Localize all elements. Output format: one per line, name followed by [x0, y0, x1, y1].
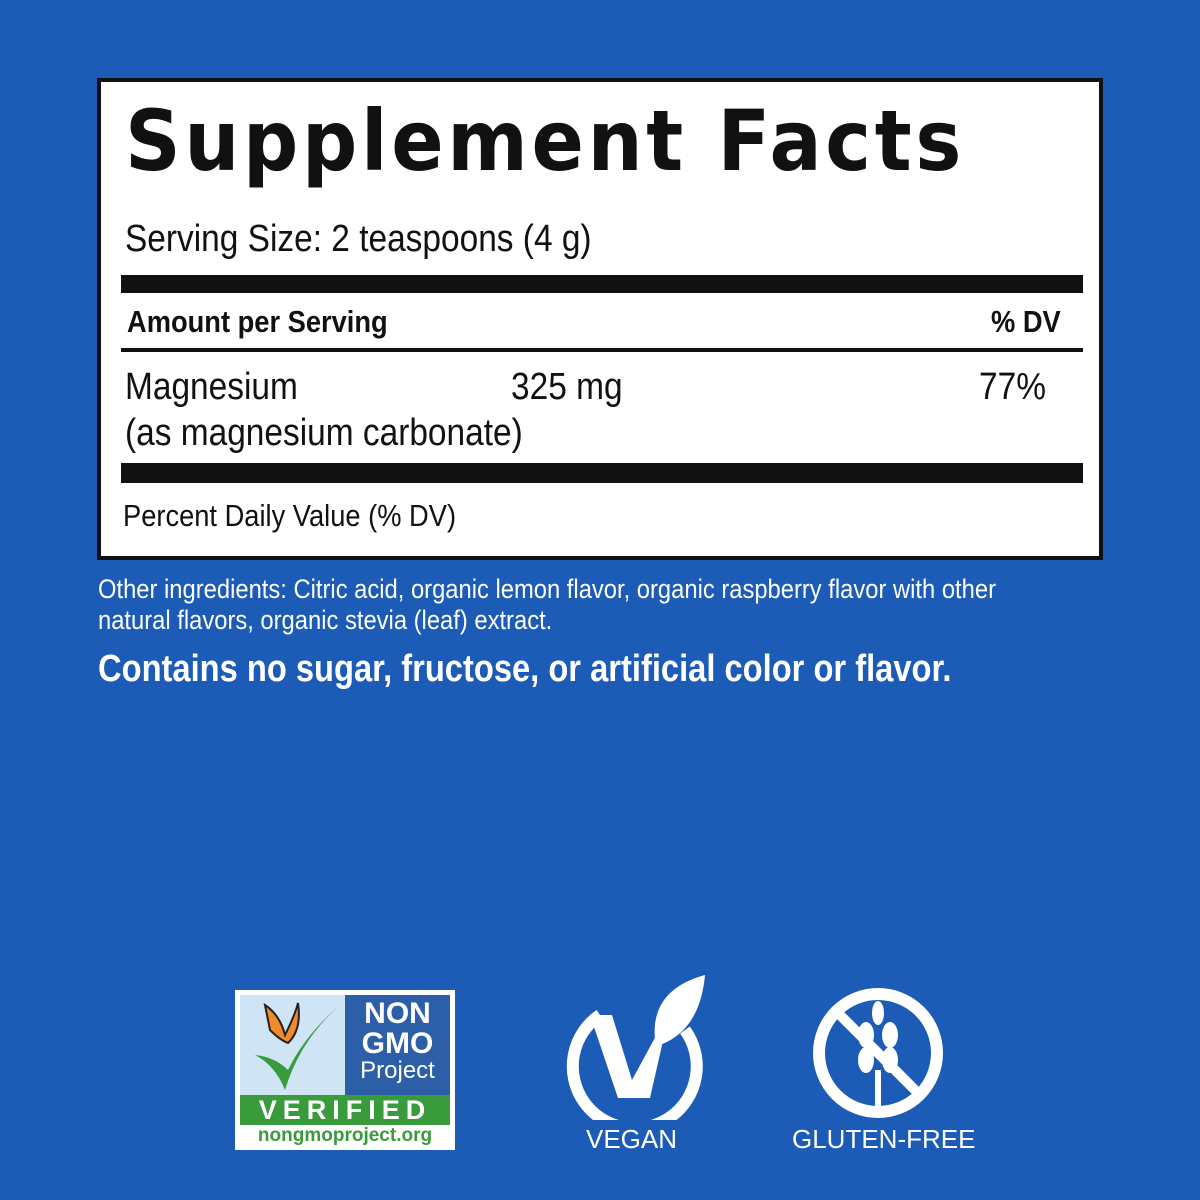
nongmo-url: nongmoproject.org: [257, 1125, 433, 1146]
serving-size: Serving Size: 2 teaspoons (4 g): [125, 218, 592, 260]
other-ingredients-line2: natural flavors, organic stevia (leaf) e…: [98, 605, 553, 635]
vegan-icon: [560, 970, 705, 1135]
label-title: Supplement Facts: [125, 92, 966, 190]
thick-divider-bottom: [121, 463, 1083, 483]
other-ingredients-line1: Other ingredients: Citric acid, organic …: [98, 574, 996, 604]
claim-text: Contains no sugar, fructose, or artifici…: [98, 648, 952, 690]
vegan-label: VEGAN: [586, 1124, 678, 1154]
dv-footnote: Percent Daily Value (% DV): [123, 498, 457, 533]
non-text: NON: [364, 997, 431, 1030]
nutrient-amount: 325 mg: [511, 366, 623, 408]
nutrient-name: Magnesium: [125, 366, 298, 408]
non-gmo-badge: NON GMO Project VERIFIED nongmoproject.o…: [235, 990, 455, 1150]
gluten-free-icon: [810, 985, 946, 1121]
thin-divider: [121, 348, 1083, 352]
non-gmo-text-block: NON GMO Project: [345, 995, 450, 1095]
gluten-free-label: GLUTEN-FREE: [792, 1124, 976, 1154]
supplement-facts-label: Supplement Facts Serving Size: 2 teaspoo…: [97, 78, 1103, 560]
dv-header: % DV: [991, 304, 1061, 339]
project-text: Project: [360, 1057, 435, 1084]
butterfly-icon: [240, 995, 345, 1095]
nutrient-dv: 77%: [979, 366, 1046, 408]
verified-text: VERIFIED: [240, 1095, 450, 1125]
nutrient-form: (as magnesium carbonate): [125, 412, 523, 454]
amount-per-serving-header: Amount per Serving: [127, 304, 388, 339]
gmo-text: GMO: [361, 1027, 434, 1060]
thick-divider: [121, 275, 1083, 293]
